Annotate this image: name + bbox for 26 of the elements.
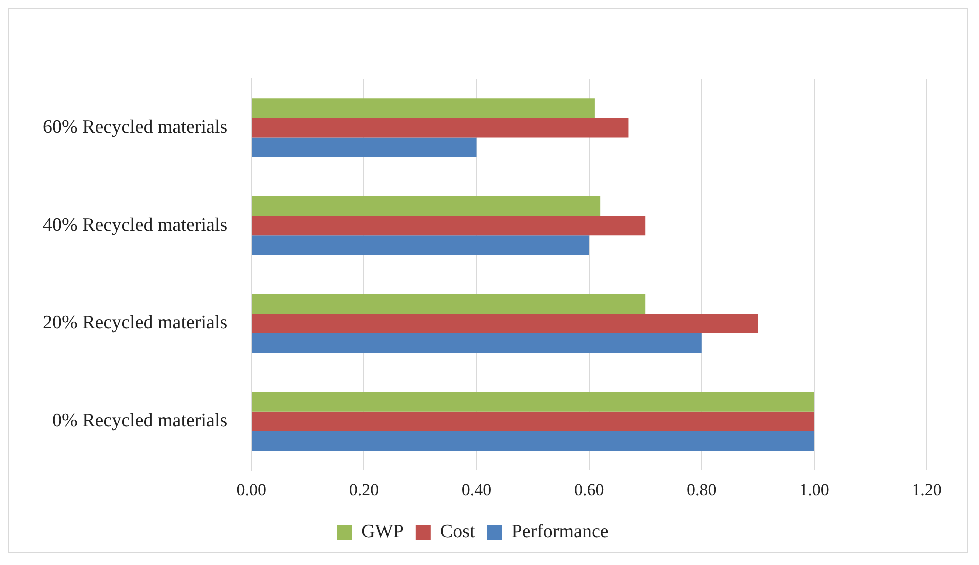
bar: [252, 334, 702, 354]
x-tick-label: 1.00: [800, 480, 830, 500]
legend-label: GWP: [362, 521, 404, 542]
y-tick-label: 60% Recycled materials: [42, 116, 228, 138]
bar: [252, 196, 601, 216]
bar: [252, 236, 590, 256]
x-tick-label: 0.40: [462, 480, 492, 500]
y-tick-label: 20% Recycled materials: [42, 312, 228, 334]
x-tick-label: 0.20: [349, 480, 380, 500]
y-tick-label: 0% Recycled materials: [52, 410, 228, 432]
bar: [252, 392, 814, 412]
legend-label: Cost: [440, 521, 476, 542]
legend-label: Performance: [512, 521, 609, 542]
x-tick-label: 0.80: [687, 480, 717, 500]
bar: [252, 431, 814, 452]
bar: [252, 314, 758, 334]
bar: [252, 138, 477, 158]
bar: [252, 294, 646, 314]
y-tick-label: 40% Recycled materials: [42, 214, 228, 236]
x-tick-label: 0.00: [236, 480, 267, 500]
x-tick-label: 0.60: [574, 480, 604, 500]
bar: [252, 118, 629, 138]
bar: [252, 412, 814, 432]
bar: [252, 216, 646, 236]
bar: [252, 98, 595, 118]
x-tick-label: 1.20: [912, 480, 942, 500]
